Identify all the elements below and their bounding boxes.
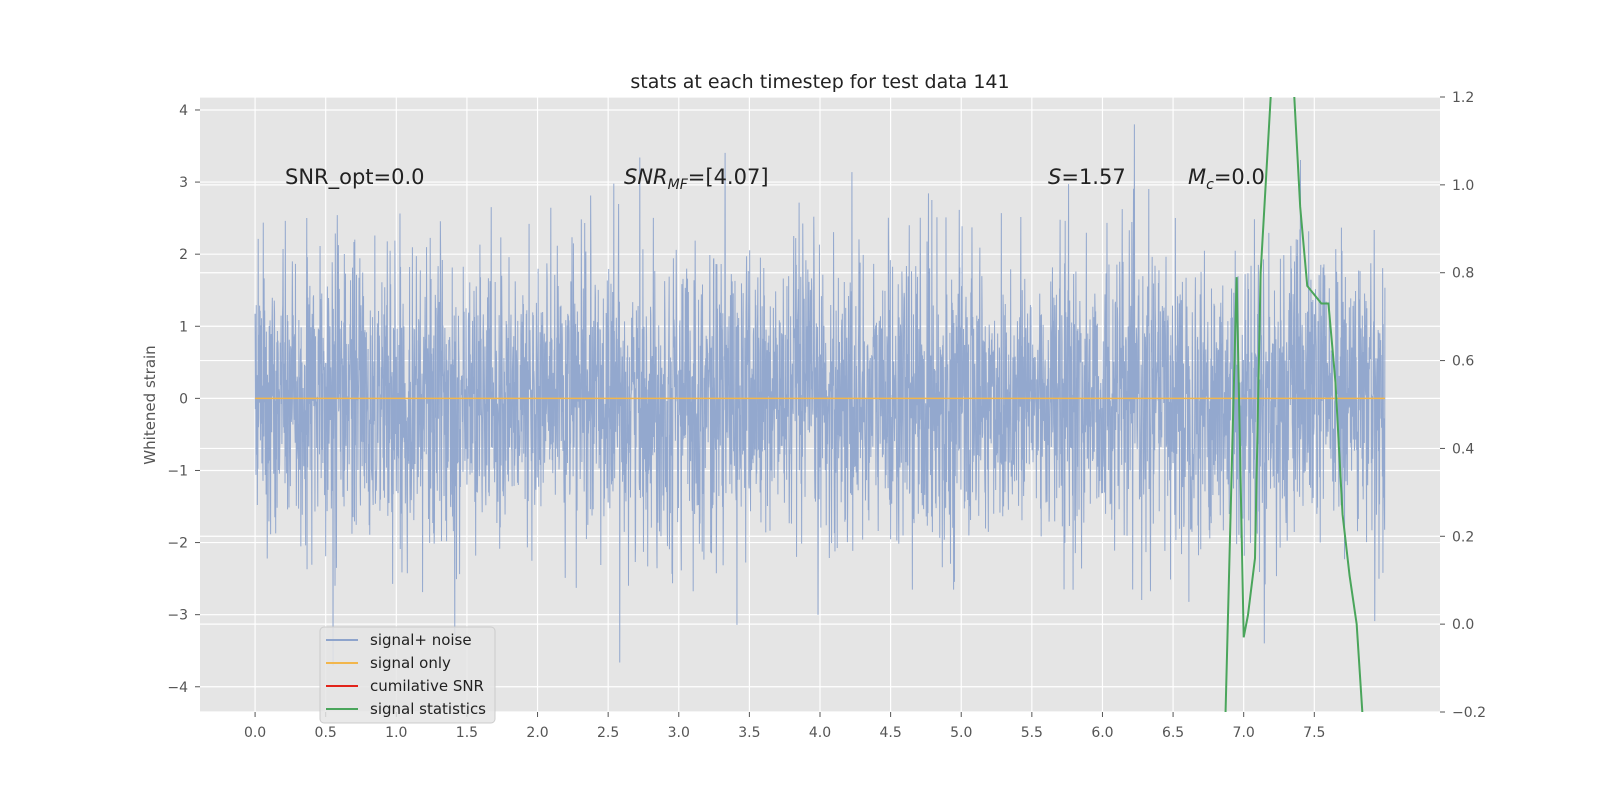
x-tick-label: 4.5 [879, 725, 901, 741]
series-line-signal-statistics [1224, 97, 1364, 712]
series-layer [254, 97, 1386, 712]
x-tick-label: 6.0 [1091, 725, 1113, 741]
y-tick-label: 2 [179, 247, 188, 263]
annotation-mc-rest: =0.0 [1214, 165, 1265, 189]
annotation-snr-mf: SNRMF=[4.07] [624, 165, 769, 193]
y2-tick-label: 1.2 [1452, 90, 1474, 106]
legend-box [319, 626, 496, 724]
annotation-snr-mf-sub: MF [668, 177, 689, 193]
chart-title: stats at each timestep for test data 141 [630, 71, 1009, 93]
y-tick-label: −1 [167, 463, 188, 479]
x-tick-label: 7.0 [1233, 725, 1255, 741]
annotation-snr-mf-main: SNR [624, 165, 668, 189]
annotation-s-rest: =1.57 [1061, 165, 1125, 189]
y-tick-label: −4 [167, 680, 188, 696]
y-tick-label: 4 [179, 103, 188, 119]
legend-label-noise: signal+ noise [370, 631, 472, 649]
legend: signal+ noise signal only cumilative SNR… [319, 626, 496, 724]
annotation-s: S=1.57 [1048, 165, 1126, 189]
x-tick-label: 6.5 [1162, 725, 1184, 741]
y-tick-label: 3 [179, 175, 188, 191]
series-line-signal-noise [254, 124, 1386, 666]
y-tick-label: −3 [167, 608, 188, 624]
y-tick-label: 1 [179, 319, 188, 335]
x-tick-label: 0.5 [315, 725, 337, 741]
annotation-s-main: S [1048, 165, 1061, 189]
legend-label-stats: signal statistics [370, 700, 486, 718]
axes-layer: 0.0 0.5 1.0 1.5 2.0 2.5 3.0 3.5 4.0 4.5 5.0 5.5 6.0 6… [167, 90, 1486, 741]
x-tick-label: 5.5 [1021, 725, 1043, 741]
annotation-snr-mf-rest: =[4.07] [688, 165, 769, 189]
y-tick-label: −2 [167, 536, 188, 552]
legend-label-signal: signal only [370, 654, 451, 672]
y2-tick-label: 0.4 [1452, 441, 1474, 457]
annotation-mc: Mc=0.0 [1188, 165, 1265, 193]
x-tick-label: 4.0 [809, 725, 831, 741]
y2-tick-label: 0.0 [1452, 617, 1474, 633]
x-tick-label: 5.0 [950, 725, 972, 741]
y2-tick-label: −0.2 [1452, 705, 1486, 721]
x-tick-label: 1.5 [456, 725, 478, 741]
y-tick-label: 0 [179, 391, 188, 407]
y2-tick-label: 0.6 [1452, 354, 1474, 370]
y2-tick-label: 1.0 [1452, 178, 1474, 194]
x-tick-label: 7.5 [1303, 725, 1325, 741]
y2-tick-label: 0.2 [1452, 529, 1474, 545]
annotation-snr-opt: SNR_opt=0.0 [285, 165, 425, 190]
x-tick-label: 2.0 [526, 725, 548, 741]
x-tick-label: 3.0 [668, 725, 690, 741]
x-tick-label: 1.0 [385, 725, 407, 741]
x-tick-label: 3.5 [738, 725, 760, 741]
annotation-mc-main: M [1188, 165, 1206, 189]
legend-label-cumulative: cumilative SNR [370, 677, 484, 695]
x-tick-label: 2.5 [597, 725, 619, 741]
annotation-mc-sub: c [1206, 177, 1214, 193]
x-tick-label: 0.0 [244, 725, 266, 741]
y2-tick-label: 0.8 [1452, 266, 1474, 282]
y-axis-label: Whitened strain [141, 345, 159, 464]
